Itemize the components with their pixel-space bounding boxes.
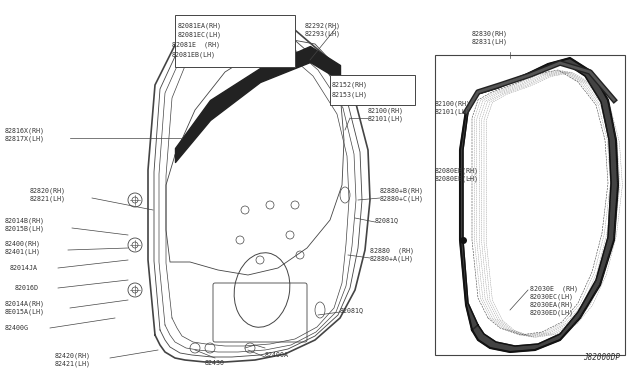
Text: 82014B(RH)
82015B(LH): 82014B(RH) 82015B(LH) — [5, 218, 45, 232]
Text: 82100(RH)
82101(LH): 82100(RH) 82101(LH) — [435, 101, 471, 115]
Bar — [435, 55, 625, 355]
Text: 82152(RH): 82152(RH) — [332, 81, 368, 87]
Text: 82016D: 82016D — [15, 285, 39, 291]
Bar — [330, 75, 415, 105]
Text: 82081EA(RH): 82081EA(RH) — [178, 22, 222, 29]
Text: 82820(RH)
82821(LH): 82820(RH) 82821(LH) — [30, 188, 66, 202]
Text: 82400(RH)
82401(LH): 82400(RH) 82401(LH) — [5, 241, 41, 255]
Text: 82030E  (RH)
82030EC(LH)
82030EA(RH)
82030ED(LH): 82030E (RH) 82030EC(LH) 82030EA(RH) 8203… — [530, 285, 578, 315]
Text: 82430: 82430 — [205, 360, 225, 366]
Text: 82153(LH): 82153(LH) — [332, 91, 368, 97]
Text: 82830(RH)
82831(LH): 82830(RH) 82831(LH) — [472, 30, 508, 45]
Text: 82420(RH)
82421(LH): 82420(RH) 82421(LH) — [55, 353, 91, 367]
Text: 82081E  (RH): 82081E (RH) — [172, 41, 220, 48]
Text: 82081Q: 82081Q — [375, 217, 399, 223]
Text: J82000DP: J82000DP — [583, 353, 620, 362]
Text: 82816X(RH)
82817X(LH): 82816X(RH) 82817X(LH) — [5, 128, 45, 142]
Polygon shape — [460, 58, 618, 352]
Text: 82400A: 82400A — [265, 352, 289, 358]
Text: 82880+B(RH)
82880+C(LH): 82880+B(RH) 82880+C(LH) — [380, 188, 424, 202]
Bar — [175, 15, 295, 67]
Text: 82100(RH)
82101(LH): 82100(RH) 82101(LH) — [368, 108, 404, 122]
Text: 82292(RH)
82293(LH): 82292(RH) 82293(LH) — [305, 22, 341, 36]
Text: 82880  (RH)
82880+A(LH): 82880 (RH) 82880+A(LH) — [370, 248, 414, 262]
Text: 82080EB(RH)
82080EE(LH): 82080EB(RH) 82080EE(LH) — [435, 168, 479, 182]
Text: 82014A(RH)
8E015A(LH): 82014A(RH) 8E015A(LH) — [5, 301, 45, 315]
Text: 82081Q: 82081Q — [340, 307, 364, 313]
Text: 82081EC(LH): 82081EC(LH) — [178, 31, 222, 38]
Text: 82014JA: 82014JA — [10, 265, 38, 271]
Text: 82081EB(LH): 82081EB(LH) — [172, 51, 216, 58]
Text: 82400G: 82400G — [5, 325, 29, 331]
